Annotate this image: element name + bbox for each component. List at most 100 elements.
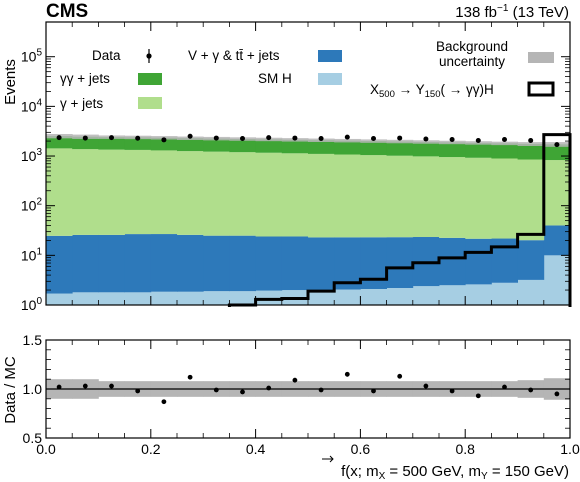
stack-bar-0-18: [517, 279, 545, 305]
stack-bar-1-5: [177, 234, 204, 292]
stack-bar-3-4: [150, 137, 178, 151]
legend-gg-jets-label: γγ + jets: [60, 71, 110, 86]
ratio-point-6: [213, 387, 219, 393]
legend-data-label: Data: [92, 48, 121, 63]
ratio-point-19: [554, 391, 560, 397]
stack-bar-0-11: [334, 289, 361, 305]
stack-bar-2-19: [543, 160, 571, 226]
stack-bar-3-18: [517, 143, 545, 160]
ratio-y-tick-label-2: 1.5: [23, 332, 43, 348]
stack-bar-0-4: [150, 291, 178, 305]
ratio-point-14: [423, 383, 429, 389]
y-tick-label-1: 101: [21, 246, 43, 263]
stack-bar-1-8: [255, 236, 283, 291]
ratio-point-3: [135, 388, 141, 394]
stack-bar-3-15: [439, 142, 466, 158]
stack-bar-0-15: [439, 285, 466, 305]
stack-bar-2-2: [98, 149, 125, 235]
data-point-0: [56, 135, 62, 141]
data-point-4: [161, 137, 167, 143]
stack-bar-2-6: [203, 151, 230, 236]
data-point-17: [502, 137, 507, 143]
data-point-11: [344, 134, 350, 140]
stack-bar-3-2: [98, 137, 125, 150]
data-point-5: [187, 133, 193, 139]
stack-bar-3-10: [308, 140, 335, 154]
stack-bar-2-16: [465, 157, 492, 239]
stack-bar-3-9: [281, 139, 309, 154]
legend-bkg-unc-label-line2: uncertainty: [439, 54, 505, 69]
legend-g-jets-label: γ + jets: [60, 96, 103, 111]
unc-band-11: [334, 138, 361, 143]
stack-bar-1-3: [124, 234, 152, 293]
stack-bar-1-17: [491, 238, 518, 283]
stack-bar-2-18: [517, 159, 545, 241]
ratio-point-12: [371, 388, 376, 394]
stack-bar-1-11: [334, 237, 361, 290]
luminosity-label: 138 fb−1 (13 TeV): [455, 3, 569, 21]
data-point-2: [109, 135, 114, 141]
x-tick-label-0: 0.0: [36, 441, 56, 457]
ratio-point-0: [56, 384, 62, 390]
stack-bar-3-13: [386, 141, 414, 156]
stack-bar-3-11: [334, 140, 361, 155]
unc-band-17: [491, 141, 518, 146]
stack-bar-2-17: [491, 158, 518, 239]
ratio-point-15: [449, 388, 455, 394]
stack-bar-2-15: [439, 157, 466, 238]
ratio-point-2: [109, 383, 114, 389]
unc-band-14: [412, 140, 440, 144]
data-point-15: [449, 137, 455, 143]
stack-bar-2-8: [255, 152, 283, 237]
ratio-point-17: [502, 384, 507, 390]
stack-bar-2-14: [412, 156, 440, 238]
x-tick-label-2: 0.4: [246, 441, 266, 457]
y-tick-label-5: 105: [21, 48, 43, 65]
stack-bar-1-6: [203, 235, 230, 292]
legend-bkg-unc-swatch: [528, 52, 554, 63]
x-axis-title: f(x; mX = 500 GeV, mY = 150 GeV): [341, 463, 569, 482]
y-tick-label-0: 100: [21, 296, 43, 313]
stack-bar-2-12: [360, 155, 387, 238]
x-tick-label-3: 0.6: [351, 441, 371, 457]
data-point-1: [82, 135, 88, 141]
stack-bar-2-10: [308, 153, 335, 238]
data-point-8: [266, 135, 272, 141]
stack-bar-0-2: [98, 292, 125, 305]
ratio-point-16: [475, 393, 481, 399]
stack-layer: [46, 136, 571, 305]
data-point-18: [528, 138, 534, 144]
legend-vg-ttbar-swatch: [318, 50, 342, 62]
ratio-point-10: [318, 387, 324, 393]
legend-bkg-unc-label-line1: Background: [436, 39, 508, 54]
y-tick-label-4: 104: [21, 97, 43, 114]
stack-bar-0-13: [386, 287, 414, 305]
y-axis-title: Events: [2, 59, 19, 105]
stack-bar-0-10: [308, 290, 335, 305]
stack-bar-0-5: [177, 291, 204, 305]
stack-bar-2-9: [281, 153, 309, 237]
stack-bar-2-3: [124, 149, 152, 235]
data-point-12: [371, 136, 376, 142]
stack-bar-1-0: [46, 235, 73, 294]
cms-label: CMS: [46, 1, 88, 22]
stack-bar-0-12: [360, 288, 387, 305]
legend-signal-swatch: [527, 81, 555, 97]
stack-bar-3-3: [124, 137, 152, 150]
stack-bar-3-1: [72, 136, 99, 150]
stack-bar-3-8: [255, 139, 283, 153]
stack-bar-0-6: [203, 291, 230, 305]
stack-bar-0-16: [465, 284, 492, 305]
legend-vg-ttbar-label: V + γ & tt̄ + jets: [188, 48, 280, 63]
ratio-y-axis-title: Data / MC: [2, 356, 19, 424]
stack-bar-3-6: [203, 138, 230, 152]
stack-bar-1-10: [308, 237, 335, 291]
stack-bar-0-0: [46, 293, 73, 305]
stack-bar-1-9: [281, 236, 309, 291]
legend: Data γγ + jets γ + jets V + γ & tt̄ + je…: [60, 39, 555, 111]
data-point-10: [318, 136, 324, 142]
unc-band-13: [386, 139, 414, 144]
legend-sm-h-label: SM H: [258, 71, 292, 86]
stack-bar-0-14: [412, 286, 440, 305]
